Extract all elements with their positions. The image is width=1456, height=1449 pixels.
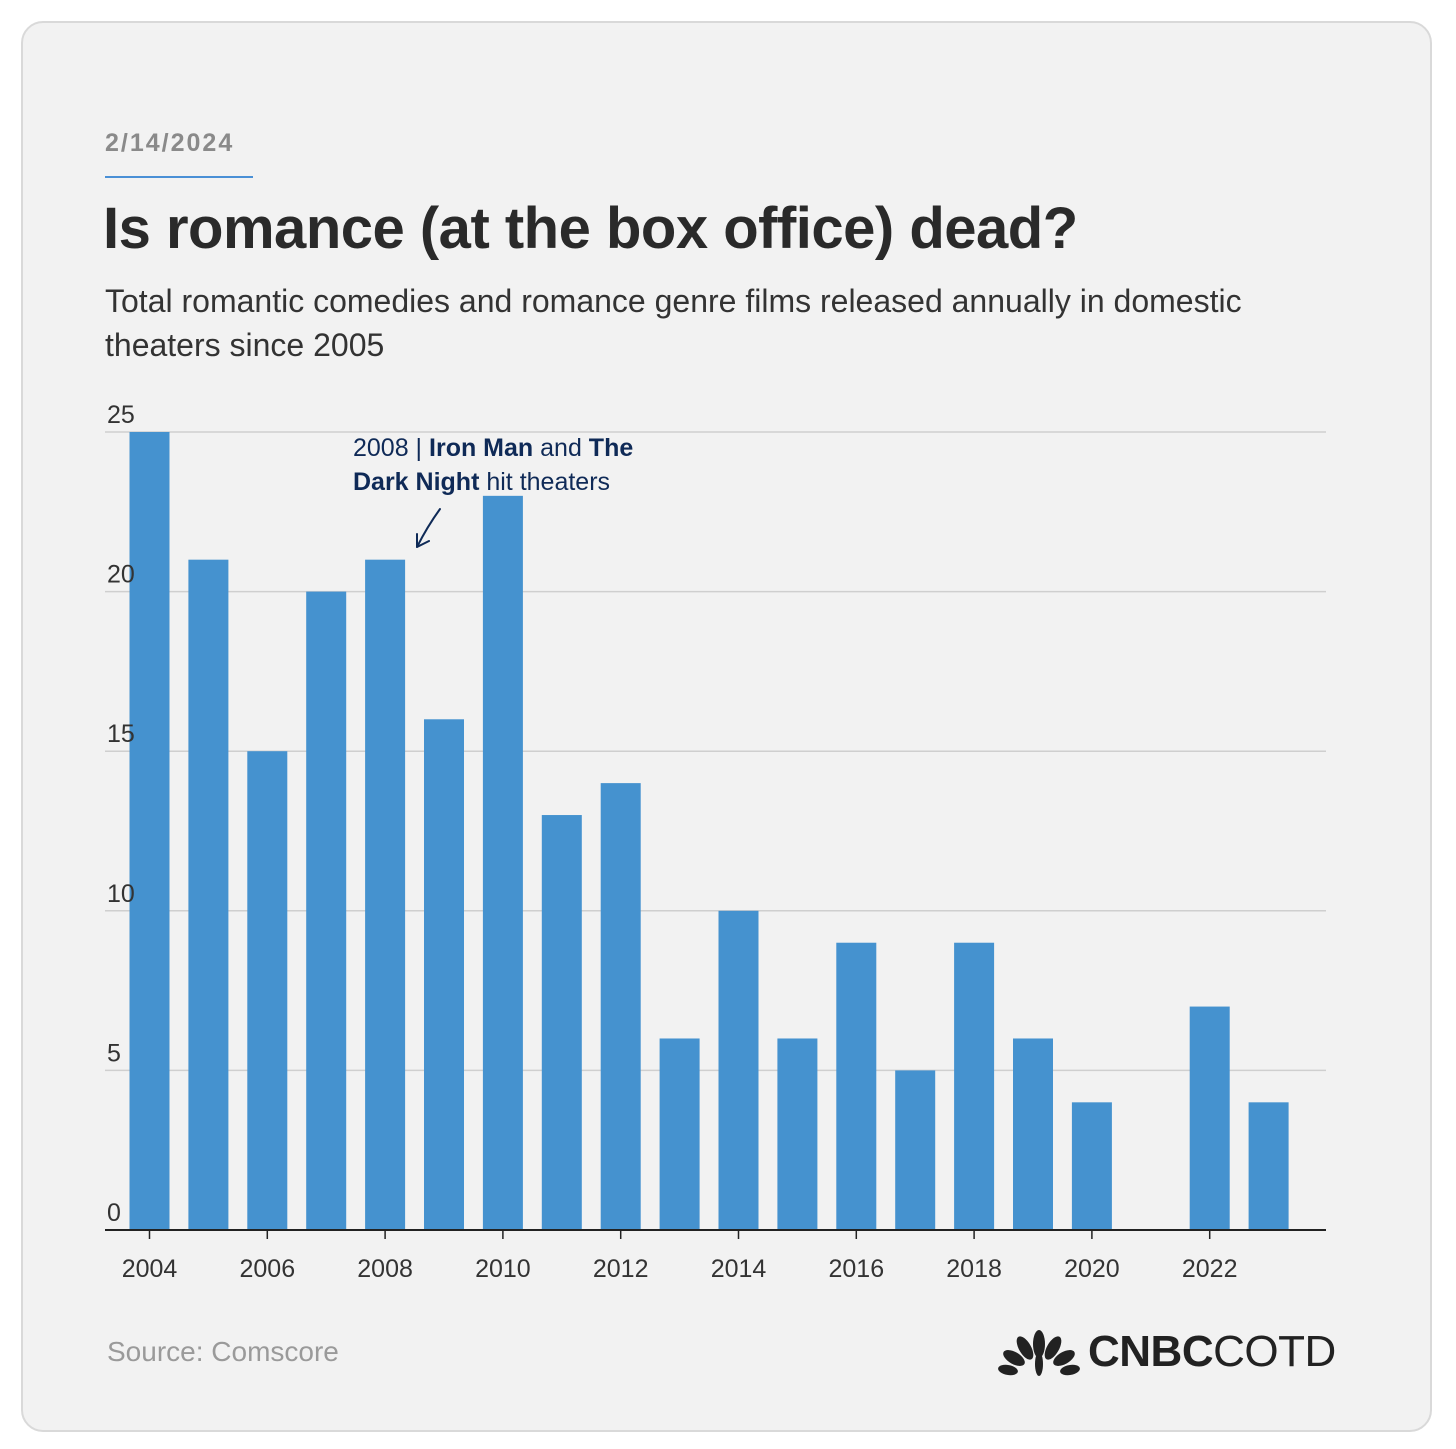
bar-2013 — [659, 1038, 700, 1230]
grid-lines — [105, 431, 1326, 1072]
source-note: Source: Comscore — [107, 1336, 339, 1367]
bar-2023 — [1248, 1102, 1289, 1230]
annotation-arrow — [416, 508, 441, 548]
bars — [129, 432, 1289, 1231]
chart-subtitle: Total romantic comedies and romance genr… — [105, 283, 1242, 363]
bar-2019 — [1013, 1038, 1053, 1230]
bar-2009 — [424, 719, 464, 1230]
date-underline — [105, 176, 253, 178]
y-tick-label: 25 — [107, 401, 135, 429]
bar-chart: 0 5 10 15 20 25 2004 2006 2008 2010 2012 2014 2016 20… — [105, 401, 1326, 1283]
annotation-line-2: Dark Night hit theaters — [353, 468, 610, 496]
annotation: 2008 | Iron Man and The Dark Night hit t… — [353, 434, 633, 548]
brand-logo: CNBCCOTD — [998, 1327, 1336, 1377]
x-tick-label: 2006 — [239, 1255, 295, 1283]
x-tick-label: 2018 — [946, 1255, 1002, 1283]
y-tick-label: 20 — [107, 561, 135, 589]
bar-2004 — [129, 432, 170, 1230]
bar-2020 — [1071, 1102, 1112, 1230]
bar-2007 — [306, 591, 347, 1230]
bar-2005 — [188, 559, 229, 1230]
x-tick-label: 2004 — [122, 1255, 178, 1283]
brand-wordmark: CNBCCOTD — [1088, 1327, 1336, 1376]
bar-2015 — [777, 1038, 818, 1230]
bar-2016 — [836, 942, 877, 1230]
x-tick-label: 2016 — [828, 1255, 884, 1283]
bar-2018 — [954, 942, 995, 1230]
bar-2010 — [482, 495, 523, 1231]
bar-2012 — [600, 783, 641, 1230]
bar-2022 — [1189, 1006, 1230, 1230]
chart-card: 2/14/2024 Is romance (at the box office)… — [21, 21, 1432, 1432]
x-tick-label: 2012 — [593, 1255, 649, 1283]
x-tick-label: 2014 — [711, 1255, 767, 1283]
axes: 0 5 10 15 20 25 2004 2006 2008 2010 2012 2014 2016 20… — [105, 401, 1326, 1283]
annotation-line-1: 2008 | Iron Man and The — [353, 434, 633, 462]
bar-2014 — [718, 910, 759, 1230]
y-tick-label: 15 — [107, 720, 135, 748]
chart-title: Is romance (at the box office) dead? — [103, 196, 1078, 261]
peacock-icon — [998, 1330, 1080, 1376]
x-tick-label: 2010 — [475, 1255, 531, 1283]
x-tick-label: 2022 — [1182, 1255, 1238, 1283]
y-tick-label: 0 — [107, 1199, 121, 1227]
bar-2011 — [541, 815, 582, 1230]
x-tick-label: 2008 — [357, 1255, 413, 1283]
bar-2006 — [247, 751, 288, 1230]
bar-2008 — [365, 559, 406, 1230]
y-tick-label: 10 — [107, 880, 135, 908]
date-label: 2/14/2024 — [105, 129, 235, 157]
bar-2017 — [895, 1070, 936, 1230]
y-tick-label: 5 — [107, 1039, 121, 1067]
x-tick-label: 2020 — [1064, 1255, 1120, 1283]
